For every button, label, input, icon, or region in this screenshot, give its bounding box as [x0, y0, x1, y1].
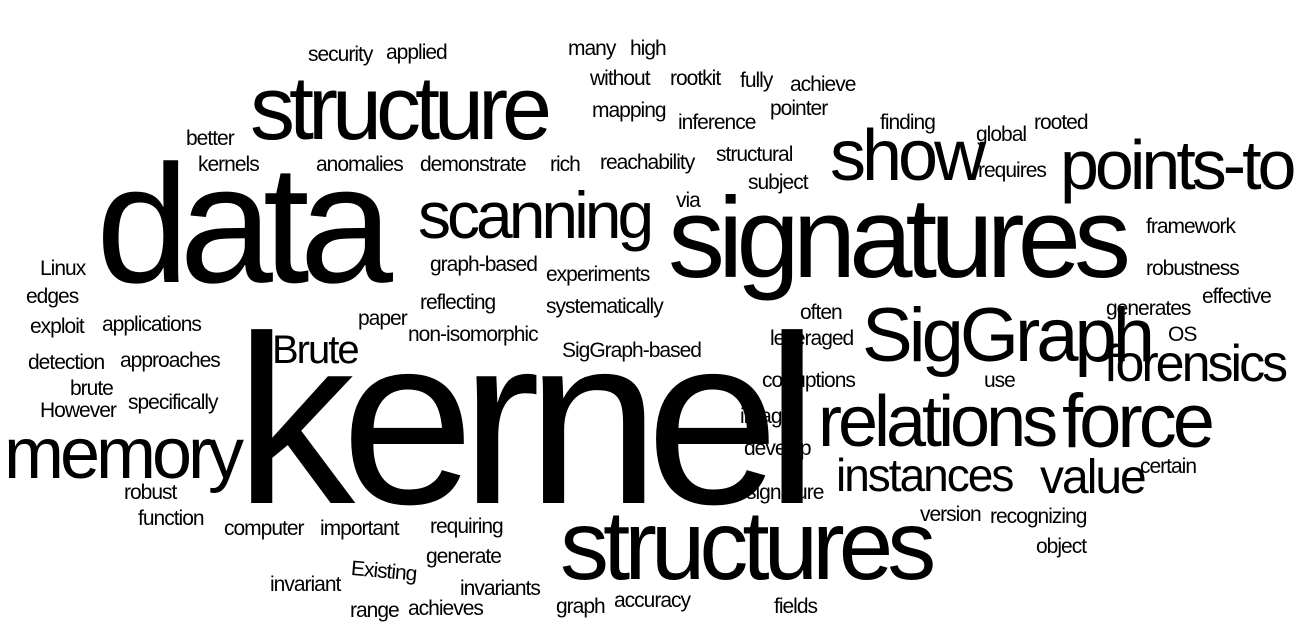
word-forensics: forensics: [1104, 335, 1288, 393]
word-use: use: [984, 369, 1016, 392]
word-kernels: kernels: [198, 153, 260, 176]
word-robust: robust: [124, 481, 177, 504]
word-reflecting: reflecting: [420, 291, 496, 314]
word-approaches: approaches: [120, 349, 221, 372]
word-structures: structures: [560, 490, 936, 600]
word-subject: subject: [748, 171, 809, 194]
word-requiring: requiring: [430, 515, 504, 538]
word-via: via: [676, 189, 701, 212]
word-signatures: signatures: [668, 175, 1131, 302]
word-high: high: [630, 37, 667, 60]
word-anomalies: anomalies: [316, 153, 404, 176]
word-pointer: pointer: [770, 97, 828, 120]
word-rootkit: rootkit: [670, 67, 721, 90]
word-exploit: exploit: [30, 315, 85, 338]
word-paper: paper: [358, 307, 408, 330]
word-often: often: [800, 301, 843, 324]
word-graph: graph: [556, 595, 606, 618]
word-develop: develop: [744, 437, 812, 460]
word-security: security: [308, 43, 373, 66]
word-accuracy: accuracy: [614, 589, 691, 612]
word-demonstrate: demonstrate: [420, 153, 527, 176]
word-edges: edges: [26, 285, 79, 308]
word-graph-based: graph-based: [430, 253, 538, 276]
word-systematically: systematically: [546, 295, 664, 318]
word-value: value: [1040, 451, 1147, 504]
word-reachability: reachability: [600, 151, 695, 174]
word-Existing: Existing: [350, 557, 418, 586]
word-experiments: experiments: [546, 263, 650, 286]
word-robustness: robustness: [1146, 257, 1240, 280]
word-brute: brute: [70, 377, 114, 400]
word-rich: rich: [550, 153, 581, 176]
word-many: many: [568, 37, 616, 60]
word-data: data: [96, 130, 393, 318]
word-version: version: [920, 503, 982, 526]
word-fully: fully: [740, 69, 773, 92]
word-mapping: mapping: [592, 99, 667, 122]
word-invariants: invariants: [460, 577, 541, 600]
word-detection: detection: [28, 351, 105, 374]
word-Brute: Brute: [272, 328, 360, 372]
word-generates: generates: [1106, 297, 1191, 320]
word-Linux: Linux: [40, 257, 86, 280]
word-framework: framework: [1146, 215, 1236, 238]
word-relations: relations: [818, 382, 1058, 462]
word-corruptions: corruptions: [762, 369, 856, 392]
word-fields: fields: [774, 595, 818, 618]
word-scanning: scanning: [418, 178, 654, 252]
word-important: important: [320, 517, 400, 540]
word-OS: OS: [1168, 323, 1197, 346]
word-finding: finding: [880, 111, 936, 134]
word-structure: structure: [250, 59, 552, 159]
word-inference: inference: [678, 111, 756, 134]
word-memory: memory: [4, 414, 244, 494]
word-achieve: achieve: [790, 73, 856, 96]
word-signature: signature: [746, 481, 824, 504]
word-requires: requires: [978, 159, 1047, 182]
word-points-to: points-to: [1060, 126, 1296, 204]
word-certain: certain: [1140, 455, 1197, 478]
word-object: object: [1036, 535, 1087, 558]
word-rooted: rooted: [1034, 111, 1089, 134]
word-SigGraph-based: SigGraph-based: [562, 339, 702, 362]
word-recognizing: recognizing: [990, 505, 1087, 528]
word-invariant: invariant: [270, 573, 341, 596]
word-function: function: [138, 507, 205, 530]
word-achieves: achieves: [408, 597, 484, 620]
word-range: range: [350, 599, 400, 622]
word-applications: applications: [102, 313, 202, 336]
word-computer: computer: [224, 517, 305, 540]
word-show: show: [830, 116, 986, 196]
word-without: without: [590, 67, 651, 90]
word-global: global: [976, 123, 1027, 146]
word-applied: applied: [386, 41, 448, 64]
word-However: However: [40, 399, 117, 422]
word-structural: structural: [716, 143, 793, 166]
word-images: images: [740, 405, 803, 428]
word-kernel: kernel: [235, 286, 819, 554]
word-better: better: [186, 127, 235, 150]
word-SigGraph: SigGraph: [862, 293, 1155, 378]
word-force: force: [1062, 379, 1215, 464]
word-instances: instances: [836, 449, 1014, 501]
word-generate: generate: [426, 545, 502, 568]
word-effective: effective: [1202, 285, 1272, 308]
word-leveraged: leveraged: [770, 327, 854, 350]
word-specifically: specifically: [128, 391, 219, 414]
word-non-isomorphic: non-isomorphic: [408, 323, 539, 346]
